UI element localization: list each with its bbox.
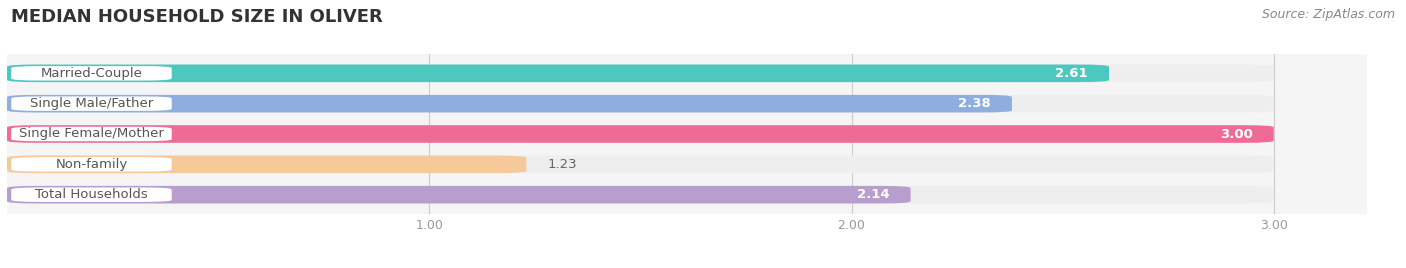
Text: 1.23: 1.23: [547, 158, 576, 171]
FancyBboxPatch shape: [11, 127, 172, 141]
Text: Total Households: Total Households: [35, 188, 148, 201]
FancyBboxPatch shape: [11, 66, 172, 81]
FancyBboxPatch shape: [11, 187, 172, 202]
Text: 3.00: 3.00: [1220, 128, 1253, 140]
FancyBboxPatch shape: [7, 186, 1274, 203]
Text: 2.14: 2.14: [856, 188, 890, 201]
Text: MEDIAN HOUSEHOLD SIZE IN OLIVER: MEDIAN HOUSEHOLD SIZE IN OLIVER: [11, 8, 382, 26]
FancyBboxPatch shape: [7, 155, 1274, 173]
Text: Single Male/Father: Single Male/Father: [30, 97, 153, 110]
FancyBboxPatch shape: [7, 65, 1109, 82]
FancyBboxPatch shape: [11, 96, 172, 111]
FancyBboxPatch shape: [7, 95, 1274, 113]
Text: Married-Couple: Married-Couple: [41, 67, 142, 80]
FancyBboxPatch shape: [11, 157, 172, 172]
FancyBboxPatch shape: [7, 186, 911, 203]
Text: Single Female/Mother: Single Female/Mother: [20, 128, 165, 140]
Text: Source: ZipAtlas.com: Source: ZipAtlas.com: [1261, 8, 1395, 21]
FancyBboxPatch shape: [7, 95, 1012, 113]
FancyBboxPatch shape: [7, 155, 526, 173]
Text: 2.38: 2.38: [957, 97, 991, 110]
FancyBboxPatch shape: [7, 125, 1274, 143]
Text: Non-family: Non-family: [55, 158, 128, 171]
FancyBboxPatch shape: [7, 125, 1274, 143]
FancyBboxPatch shape: [7, 65, 1274, 82]
Text: 2.61: 2.61: [1056, 67, 1088, 80]
